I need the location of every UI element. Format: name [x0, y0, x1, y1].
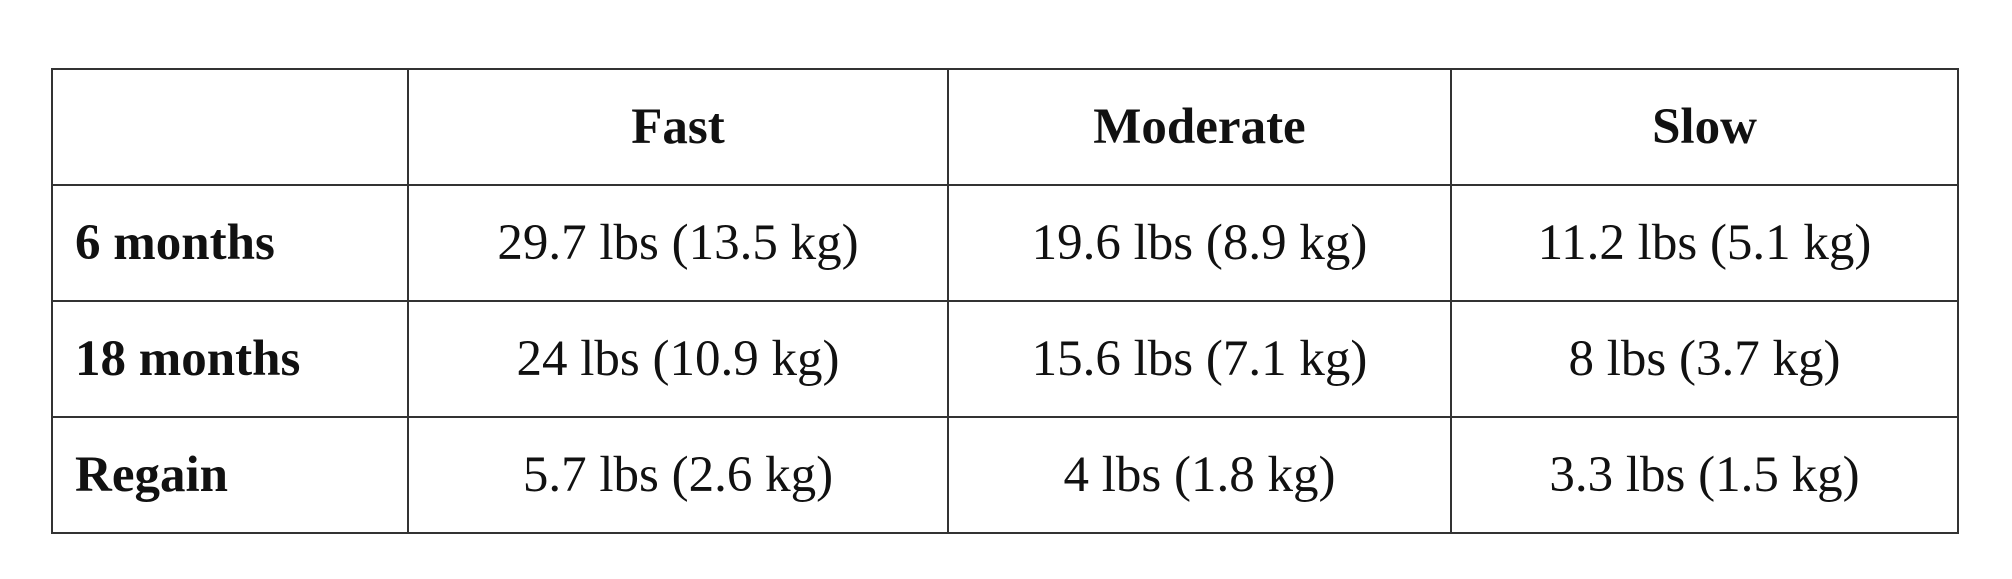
corner-cell	[51, 68, 409, 186]
table-cell: 11.2 lbs (5.1 kg)	[1450, 184, 1959, 302]
table-cell: 3.3 lbs (1.5 kg)	[1450, 416, 1959, 534]
table-row: 6 months 29.7 lbs (13.5 kg) 19.6 lbs (8.9 …	[51, 184, 1959, 302]
table-cell: 24 lbs (10.9 kg)	[407, 300, 949, 418]
table-cell: 5.7 lbs (2.6 kg)	[407, 416, 949, 534]
weight-loss-table: Fast Moderate Slow 6 months 29.7 lbs (13.5 …	[51, 68, 1959, 534]
table-row: Regain 5.7 lbs (2.6 kg) 4 lbs (1.8 kg) 3.3 …	[51, 416, 1959, 534]
table-cell: 8 lbs (3.7 kg)	[1450, 300, 1959, 418]
column-header: Fast	[407, 68, 949, 186]
table-cell: 15.6 lbs (7.1 kg)	[947, 300, 1452, 418]
column-header: Slow	[1450, 68, 1959, 186]
table-cell: 29.7 lbs (13.5 kg)	[407, 184, 949, 302]
row-header: 18 months	[51, 300, 409, 418]
header-row: Fast Moderate Slow	[51, 68, 1959, 186]
row-header: 6 months	[51, 184, 409, 302]
table-cell: 4 lbs (1.8 kg)	[947, 416, 1452, 534]
column-header: Moderate	[947, 68, 1452, 186]
table-body: 6 months 29.7 lbs (13.5 kg) 19.6 lbs (8.9 …	[51, 184, 1959, 534]
row-header: Regain	[51, 416, 409, 534]
table-row: 18 months 24 lbs (10.9 kg) 15.6 lbs (7.1 k…	[51, 300, 1959, 418]
table-cell: 19.6 lbs (8.9 kg)	[947, 184, 1452, 302]
